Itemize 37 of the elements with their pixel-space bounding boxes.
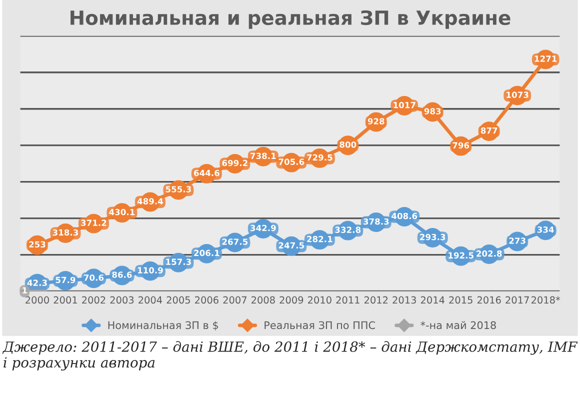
data-label: 1073 [506,92,528,98]
x-tick-label: 2008 [252,296,275,304]
legend-label: Номинальная ЗП в $ [108,321,218,331]
x-tick-label: 2018* [531,296,560,304]
x-tick-label: 2011 [336,296,360,304]
x-tick-label: 2015 [449,296,472,304]
data-label: 70.6 [84,274,104,281]
x-tick-label: 2004 [138,296,162,304]
data-label: 273 [509,238,526,244]
text: Джерело: 2011-2017 – дані ВШЕ, до 2011 і 2018* – дані Держкомстату, IMF і розрахунки автора [2,341,578,371]
x-tick-label: 2017 [506,296,529,304]
data-label: 57.9 [56,276,76,284]
x-tick-label: 2001 [54,296,77,304]
data-label: 928 [368,118,384,124]
legend-label: Реальная ЗП по ППС [264,321,375,330]
x-tick-label: 2010 [308,296,332,304]
x-tick-label: 2002 [82,296,106,304]
data-label: 253 [29,241,46,248]
data-label: 334 [537,226,554,233]
x-tick-label: 2003 [110,296,134,304]
data-label: 983 [424,108,441,114]
x-tick-label: 2013 [392,296,416,304]
x-tick-label: 2006 [195,296,218,304]
data-label: 86.6 [112,272,132,278]
x-tick-label: 2014 [420,296,444,304]
x-tick-label: 2012 [364,296,388,304]
data-label: 796 [452,142,470,148]
legend-label: *-на май 2018 [420,321,496,330]
x-tick-label: 2005 [166,296,190,304]
chart-title: Номинальная и реальная ЗП в Украине [70,10,510,29]
data-label: 877 [480,127,498,134]
x-tick-label: 2016 [477,296,501,304]
x-tick-label: 2000 [26,296,49,304]
x-tick-label: 2007 [223,296,246,304]
x-tick-label: 2009 [280,296,304,304]
data-label: 1271 [534,56,557,62]
data-label: 800 [340,141,356,148]
